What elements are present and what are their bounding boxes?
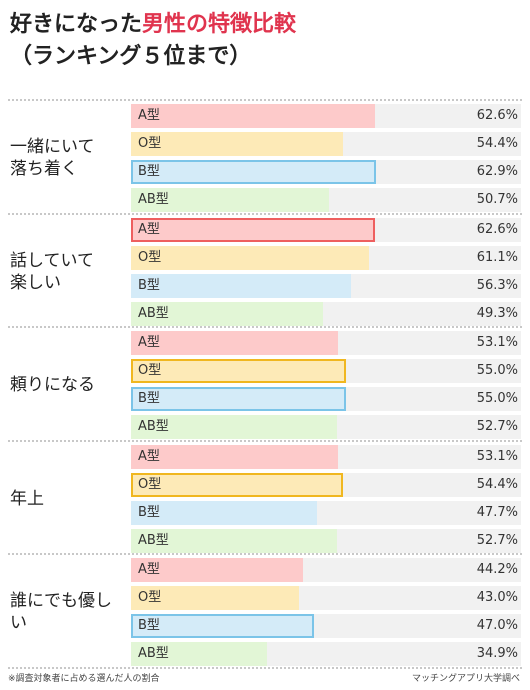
blood-type-label: B型 — [138, 164, 160, 179]
group-label: 頼りになる — [10, 331, 125, 439]
group-label-line: 話していて — [10, 251, 94, 271]
bar-b — [131, 387, 346, 411]
bar-o — [131, 246, 370, 270]
footnote: ※調査対象者に占める選んだ人の割合 — [8, 674, 160, 684]
value-label: 52.7% — [476, 533, 518, 548]
value-label: 47.7% — [476, 505, 518, 520]
value-label: 49.3% — [476, 306, 518, 321]
blood-type-label: A型 — [138, 562, 160, 577]
group-label: 一緒にいて 落ち着く — [10, 104, 125, 212]
blood-type-label: B型 — [138, 505, 160, 520]
value-label: 47.0% — [476, 618, 518, 633]
group-label-line: 頼りになる — [10, 375, 95, 395]
value-label: 62.6% — [476, 222, 518, 237]
group-separator — [8, 326, 522, 328]
bar-b — [131, 160, 377, 184]
group-separator — [8, 440, 522, 442]
bar-o — [131, 359, 346, 383]
blood-type-label: B型 — [138, 391, 160, 406]
blood-type-label: A型 — [138, 335, 160, 350]
bar-b — [131, 614, 315, 638]
group-label-line: 誰にでも優しい — [10, 591, 112, 633]
blood-type-label: AB型 — [138, 306, 169, 321]
group-label-line: 落ち着く — [10, 159, 78, 179]
chart-title-plain: 好きになった — [10, 12, 143, 37]
value-label: 53.1% — [476, 335, 518, 350]
value-label: 56.3% — [476, 278, 518, 293]
value-label: 50.7% — [476, 192, 518, 207]
bar-b — [131, 501, 318, 525]
value-label: 54.4% — [476, 136, 518, 151]
bar-ab — [131, 529, 337, 553]
source-note: マッチングアプリ大学調べ — [411, 674, 520, 684]
blood-type-label: O型 — [138, 250, 162, 265]
bar-a — [131, 558, 304, 582]
blood-type-label: O型 — [138, 363, 162, 378]
group-label-line: 楽しい — [10, 273, 61, 293]
value-label: 54.4% — [476, 477, 518, 492]
blood-type-label: O型 — [138, 590, 162, 605]
group-separator — [8, 667, 522, 669]
blood-type-label: O型 — [138, 477, 162, 492]
blood-type-label: A型 — [138, 222, 160, 237]
value-label: 55.0% — [476, 363, 518, 378]
group-label: 話していて 楽しい — [10, 218, 125, 326]
value-label: 43.0% — [476, 590, 518, 605]
bar-o — [131, 132, 344, 156]
group-separator — [8, 213, 522, 215]
bar-ab — [131, 642, 268, 666]
bar-b — [131, 274, 351, 298]
value-label: 61.1% — [476, 250, 518, 265]
blood-type-label: AB型 — [138, 419, 169, 434]
bar-ab — [131, 302, 324, 326]
chart-subtitle: （ランキング５位まで） — [10, 44, 252, 69]
group-label-line: 年上 — [10, 489, 44, 509]
bar-a — [131, 104, 376, 128]
blood-type-label: AB型 — [138, 533, 169, 548]
value-label: 44.2% — [476, 562, 518, 577]
bar-a — [131, 331, 339, 355]
blood-type-label: AB型 — [138, 192, 169, 207]
group-separator — [8, 99, 522, 101]
group-separator — [8, 553, 522, 555]
value-label: 62.6% — [476, 108, 518, 123]
bar-ab — [131, 415, 337, 439]
blood-type-label: AB型 — [138, 646, 169, 661]
bar-a — [131, 218, 376, 242]
chart-title-line1: 好きになった男性の特徴比較 — [10, 6, 296, 38]
value-label: 55.0% — [476, 391, 518, 406]
blood-type-label: A型 — [138, 449, 160, 464]
bar-ab — [131, 188, 329, 212]
blood-type-label: O型 — [138, 136, 162, 151]
value-label: 34.9% — [476, 646, 518, 661]
bar-o — [131, 473, 344, 497]
group-label-line: 一緒にいて — [10, 137, 95, 157]
blood-type-label: B型 — [138, 618, 160, 633]
blood-type-label: A型 — [138, 108, 160, 123]
value-label: 52.7% — [476, 419, 518, 434]
value-label: 53.1% — [476, 449, 518, 464]
value-label: 62.9% — [476, 164, 518, 179]
blood-type-label: B型 — [138, 278, 160, 293]
chart-title-accent: 男性の特徴比較 — [142, 12, 297, 37]
group-label: 年上 — [10, 445, 125, 553]
bar-o — [131, 586, 299, 610]
group-label: 誰にでも優しい — [10, 558, 125, 666]
bar-a — [131, 445, 339, 469]
